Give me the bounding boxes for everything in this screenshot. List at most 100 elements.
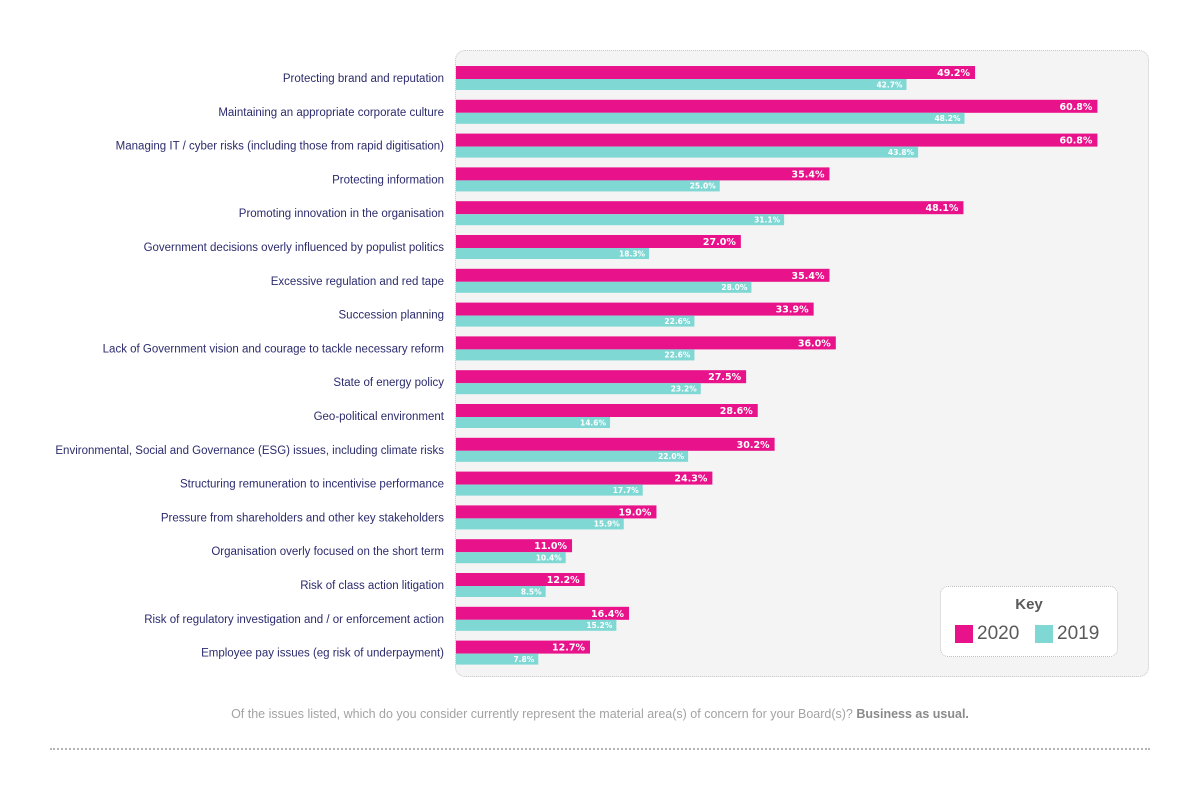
bar-2019-protecting-information [456,180,720,192]
category-label-promoting-innovation-in-the-organisation: Promoting innovation in the organisation [239,208,444,220]
data-label-2020-maintaining-an-appropriate-corporate-cul: 60.8% [1059,102,1092,113]
category-label-environmental-social-and-governance-esg-: Environmental, Social and Governance (ES… [55,445,444,457]
bar-2019-state-of-energy-policy [456,383,701,395]
bar-2020-excessive-regulation-and-red-tape [456,268,830,282]
bar-2019-lack-of-government-vision-and-courage-to [456,349,695,361]
data-label-2020-pressure-from-shareholders-and-other-key: 19.0% [618,507,651,518]
bar-2020-pressure-from-shareholders-and-other-key [456,505,657,519]
data-label-2019-promoting-innovation-in-the-organisation: 31.1% [754,216,781,225]
caption-bold-text: Business as usual. [856,707,969,721]
data-label-2020-lack-of-government-vision-and-courage-to: 36.0% [798,338,831,349]
bar-2019-environmental-social-and-governance-esg- [456,450,689,462]
bar-2019-pressure-from-shareholders-and-other-key [456,518,624,530]
data-label-2020-organisation-overly-focused-on-the-short: 11.0% [534,541,567,552]
category-label-excessive-regulation-and-red-tape: Excessive regulation and red tape [271,276,444,288]
question-caption: Of the issues listed, which do you consi… [0,707,1200,721]
category-label-employee-pay-issues-eg-risk-of-underpaym: Employee pay issues (eg risk of underpay… [201,648,444,660]
category-label-protecting-brand-and-reputation: Protecting brand and reputation [283,73,444,85]
data-label-2020-environmental-social-and-governance-esg-: 30.2% [737,440,770,451]
bar-2020-protecting-information [456,167,830,181]
bar-2019-geo-political-environment [456,417,611,428]
category-label-pressure-from-shareholders-and-other-key: Pressure from shareholders and other key… [161,512,444,524]
bar-2020-employee-pay-issues-eg-risk-of-underpaym [456,640,590,654]
bar-2020-environmental-social-and-governance-esg- [456,437,775,451]
data-label-2020-risk-of-class-action-litigation: 12.2% [547,575,580,586]
bar-2020-structuring-remuneration-to-incentivise- [456,471,713,485]
bar-2020-risk-of-class-action-litigation [456,573,585,586]
data-label-2019-risk-of-class-action-litigation: 8.5% [521,587,542,596]
data-label-2020-employee-pay-issues-eg-risk-of-underpaym: 12.7% [552,643,585,654]
data-label-2020-protecting-information: 35.4% [792,169,825,180]
category-label-protecting-information: Protecting information [332,174,444,186]
category-label-risk-of-regulatory-investigation-and-or-: Risk of regulatory investigation and / o… [144,614,444,626]
caption-text: Of the issues listed, which do you consi… [231,707,853,721]
category-label-risk-of-class-action-litigation: Risk of class action litigation [300,580,444,592]
bar-2020-succession-planning [456,302,814,316]
bar-2020-lack-of-government-vision-and-courage-to [456,336,836,350]
data-label-2019-risk-of-regulatory-investigation-and-or-: 15.2% [586,621,613,630]
bar-2020-managing-it-cyber-risks-including-those- [456,133,1098,147]
bar-2020-geo-political-environment [456,404,758,417]
data-label-2019-succession-planning: 22.6% [664,317,691,326]
legend: Key 2020 2019 [940,586,1118,657]
bar-2020-government-decisions-overly-influenced-b [456,235,741,248]
data-label-2020-government-decisions-overly-influenced-b: 27.0% [703,237,736,248]
category-label-government-decisions-overly-influenced-b: Government decisions overly influenced b… [144,242,445,254]
data-label-2019-environmental-social-and-governance-esg-: 22.0% [658,452,685,461]
data-label-2020-state-of-energy-policy: 27.5% [708,372,741,383]
legend-label-2020: 2020 [977,623,1020,644]
legend-item-2019: 2019 [1035,623,1099,645]
category-label-organisation-overly-focused-on-the-short: Organisation overly focused on the short… [211,546,444,558]
data-label-2019-protecting-information: 25.0% [690,182,717,191]
data-label-2019-government-decisions-overly-influenced-b: 18.3% [619,249,646,258]
bar-2019-organisation-overly-focused-on-the-short [456,552,566,564]
bar-2020-risk-of-regulatory-investigation-and-or- [456,606,630,620]
data-label-2020-promoting-innovation-in-the-organisation: 48.1% [925,203,958,214]
data-label-2020-risk-of-regulatory-investigation-and-or-: 16.4% [591,609,624,620]
data-label-2019-pressure-from-shareholders-and-other-key: 15.9% [594,520,621,529]
data-label-2019-managing-it-cyber-risks-including-those-: 43.8% [888,148,915,157]
bar-2020-maintaining-an-appropriate-corporate-cul [456,99,1098,113]
bar-2019-managing-it-cyber-risks-including-those- [456,146,919,158]
bar-2020-promoting-innovation-in-the-organisation [456,201,964,215]
legend-title: Key [1015,596,1043,613]
data-label-2020-protecting-brand-and-reputation: 49.2% [937,68,970,79]
data-label-2019-employee-pay-issues-eg-risk-of-underpaym: 7.8% [513,655,534,664]
bar-2019-maintaining-an-appropriate-corporate-cul [456,112,965,124]
bar-2020-state-of-energy-policy [456,370,747,384]
bar-2019-promoting-innovation-in-the-organisation [456,214,785,226]
bar-2019-excessive-regulation-and-red-tape [456,281,752,293]
data-label-2019-state-of-energy-policy: 23.2% [671,385,698,394]
legend-swatch-2019 [1035,625,1053,643]
data-label-2019-maintaining-an-appropriate-corporate-cul: 48.2% [934,114,961,123]
data-label-2019-excessive-regulation-and-red-tape: 28.0% [721,283,748,292]
category-label-lack-of-government-vision-and-courage-to: Lack of Government vision and courage to… [103,343,444,355]
bar-2019-risk-of-regulatory-investigation-and-or- [456,619,617,631]
bar-2019-risk-of-class-action-litigation [456,586,546,597]
data-label-2020-managing-it-cyber-risks-including-those-: 60.8% [1059,136,1092,147]
bar-2019-employee-pay-issues-eg-risk-of-underpaym [456,653,539,665]
bar-2019-government-decisions-overly-influenced-b [456,248,650,259]
category-label-managing-it-cyber-risks-including-those-: Managing IT / cyber risks (including tho… [116,141,444,153]
data-label-2019-lack-of-government-vision-and-courage-to: 22.6% [664,351,691,360]
data-label-2019-geo-political-environment: 14.6% [580,418,607,427]
data-label-2020-structuring-remuneration-to-incentivise-: 24.3% [674,474,707,485]
dotted-divider [50,748,1150,750]
data-label-2019-structuring-remuneration-to-incentivise-: 17.7% [613,486,640,495]
category-label-maintaining-an-appropriate-corporate-cul: Maintaining an appropriate corporate cul… [218,107,444,119]
data-label-2019-protecting-brand-and-reputation: 42.7% [876,80,903,89]
bar-2020-protecting-brand-and-reputation [456,66,976,79]
category-label-geo-political-environment: Geo-political environment [314,411,445,423]
data-label-2019-organisation-overly-focused-on-the-short: 10.4% [536,554,563,563]
category-label-state-of-energy-policy: State of energy policy [333,377,444,389]
data-label-2020-geo-political-environment: 28.6% [720,406,753,417]
data-label-2020-excessive-regulation-and-red-tape: 35.4% [792,271,825,282]
category-label-succession-planning: Succession planning [339,310,445,322]
bar-2019-succession-planning [456,315,695,327]
legend-item-2020: 2020 [955,623,1019,645]
bar-2020-organisation-overly-focused-on-the-short [456,539,573,553]
bar-chart: Protecting brand and reputation 49.2% 42.7… [55,66,1098,665]
category-label-structuring-remuneration-to-incentivise-: Structuring remuneration to incentivise … [180,479,444,491]
bar-2019-structuring-remuneration-to-incentivise- [456,484,643,496]
legend-label-2019: 2019 [1057,623,1100,644]
